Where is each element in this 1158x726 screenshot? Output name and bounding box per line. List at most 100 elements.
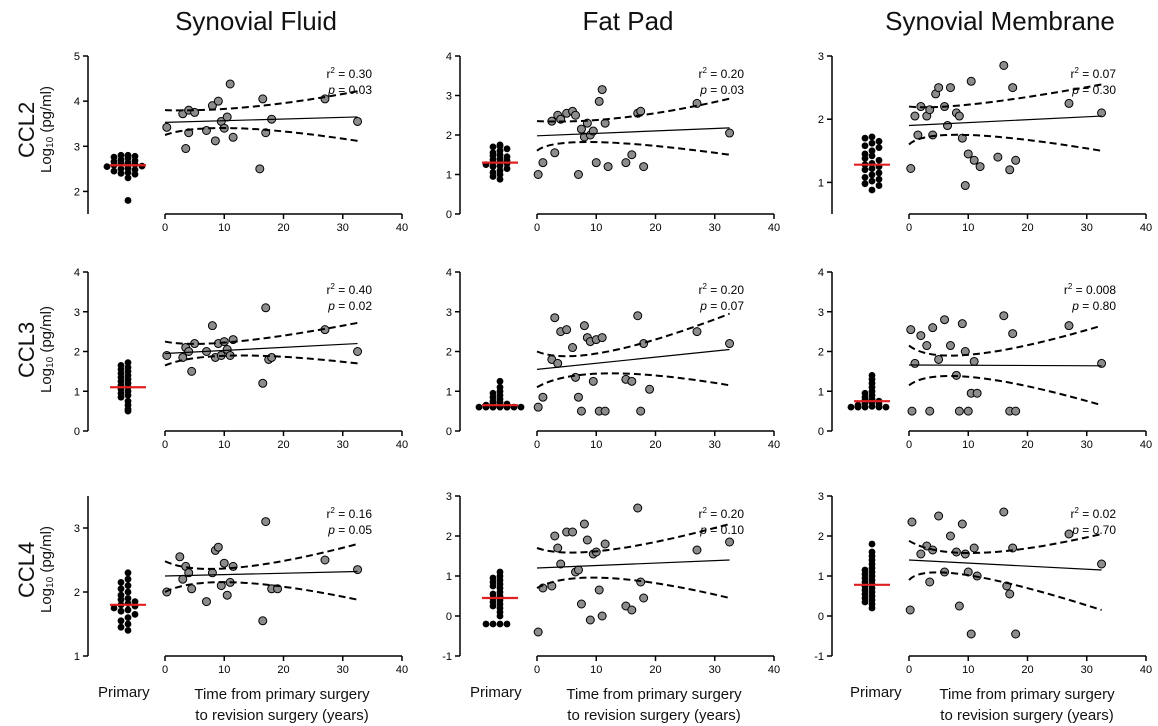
- revision-point: [999, 311, 1009, 321]
- y-tick-label: 0: [446, 611, 452, 623]
- primary-point: [117, 585, 125, 593]
- x-tick-label: 0: [906, 222, 912, 234]
- y-tick-label: 1: [446, 386, 452, 398]
- revision-point: [603, 162, 613, 172]
- primary-point: [117, 579, 125, 586]
- r2-annotation: r2 = 0.02: [1071, 506, 1117, 521]
- x-tick-label: 40: [396, 222, 408, 234]
- primary-point: [124, 575, 132, 583]
- revision-point: [1008, 329, 1018, 339]
- x-tick-label: 0: [906, 664, 912, 676]
- x-tick-label: 20: [277, 664, 289, 676]
- regression-line: [536, 127, 730, 137]
- y-tick-label: 2: [446, 531, 452, 543]
- x-tick-label: 40: [396, 439, 408, 451]
- revision-point: [1005, 589, 1015, 599]
- revision-point: [600, 539, 610, 549]
- panel-ccl2-synovial-fluid: 2 3 4 5 0 10 20 30 40 r2 = 0.30 p = 0.03: [74, 51, 408, 234]
- revision-point: [1008, 83, 1018, 93]
- primary-point: [131, 611, 139, 618]
- revision-point: [907, 517, 917, 527]
- y-tick-label: 0: [818, 611, 824, 623]
- revision-point: [585, 615, 595, 625]
- revision-point: [692, 327, 702, 337]
- primary-point: [868, 133, 876, 141]
- revision-point: [582, 535, 592, 545]
- revision-point: [636, 406, 646, 416]
- primary-point: [868, 177, 876, 185]
- revision-point: [1064, 98, 1074, 108]
- revision-point: [556, 559, 566, 569]
- regression-line: [536, 559, 730, 569]
- x-tick-label: 20: [277, 222, 289, 234]
- p-annotation: p = 0.02: [327, 299, 372, 313]
- revision-point: [573, 565, 583, 575]
- revision-point: [725, 128, 735, 138]
- revision-point: [573, 392, 583, 402]
- revision-point: [905, 605, 915, 615]
- revision-point: [320, 555, 330, 565]
- primary-point: [875, 144, 883, 152]
- y-tick-label: 4: [446, 51, 452, 63]
- confidence-band-lower: [536, 576, 730, 599]
- revision-point: [907, 406, 917, 416]
- primary-point: [861, 403, 869, 411]
- y-tick-label: 0: [818, 426, 824, 438]
- primary-point: [861, 180, 869, 188]
- r2-annotation: r2 = 0.20: [699, 66, 745, 81]
- primary-point: [875, 403, 883, 411]
- x-tick-label: 10: [590, 664, 602, 676]
- revision-point: [187, 366, 197, 376]
- confidence-band-lower: [164, 354, 358, 367]
- revision-point: [966, 629, 976, 639]
- x-tick-label: 20: [649, 222, 661, 234]
- primary-point: [124, 569, 132, 577]
- primary-point: [875, 169, 883, 177]
- primary-point: [503, 620, 511, 628]
- primary-point: [103, 163, 111, 171]
- primary-point: [124, 169, 132, 176]
- x-tick-label: 30: [1081, 439, 1093, 451]
- revision-point: [993, 152, 1003, 162]
- primary-point: [131, 170, 139, 178]
- primary-point: [117, 596, 125, 604]
- x-tick-label: 30: [337, 439, 349, 451]
- revision-point: [222, 590, 232, 600]
- x-tick-label: 0: [534, 439, 540, 451]
- revision-point: [597, 611, 607, 621]
- revision-point: [213, 542, 223, 552]
- y-tick-label: 1: [74, 651, 80, 663]
- revision-point: [633, 503, 643, 513]
- revision-point: [1064, 529, 1074, 539]
- primary-point: [124, 588, 132, 596]
- primary-point: [496, 377, 504, 385]
- revision-point: [1005, 165, 1015, 175]
- x-tick-label: 30: [337, 664, 349, 676]
- p-annotation: p = 0.03: [327, 83, 372, 97]
- revision-point: [207, 568, 217, 578]
- revision-point: [533, 402, 543, 412]
- primary-point: [482, 620, 490, 628]
- x-tick-label: 0: [162, 439, 168, 451]
- confidence-band-lower: [164, 581, 358, 601]
- x-tick-label: 30: [1081, 664, 1093, 676]
- y-tick-label: 4: [818, 267, 824, 279]
- revision-point: [562, 325, 572, 335]
- y-tick-label: 3: [818, 307, 824, 319]
- x-tick-label: 10: [218, 222, 230, 234]
- x-tick-label: 20: [649, 664, 661, 676]
- x-label-time-col1: Time from primary surgery to revision sur…: [194, 686, 370, 724]
- primary-point: [124, 595, 132, 602]
- revision-point: [966, 76, 976, 86]
- revision-point: [1097, 559, 1107, 569]
- y-tick-label: 1: [74, 386, 80, 398]
- primary-point: [861, 166, 869, 174]
- revision-point: [213, 96, 223, 106]
- y-tick-label: 3: [446, 491, 452, 503]
- x-tick-label: 20: [1021, 664, 1033, 676]
- primary-point: [117, 617, 125, 625]
- y-tick-label: 5: [74, 51, 80, 63]
- primary-point: [882, 403, 890, 411]
- primary-point: [117, 393, 125, 401]
